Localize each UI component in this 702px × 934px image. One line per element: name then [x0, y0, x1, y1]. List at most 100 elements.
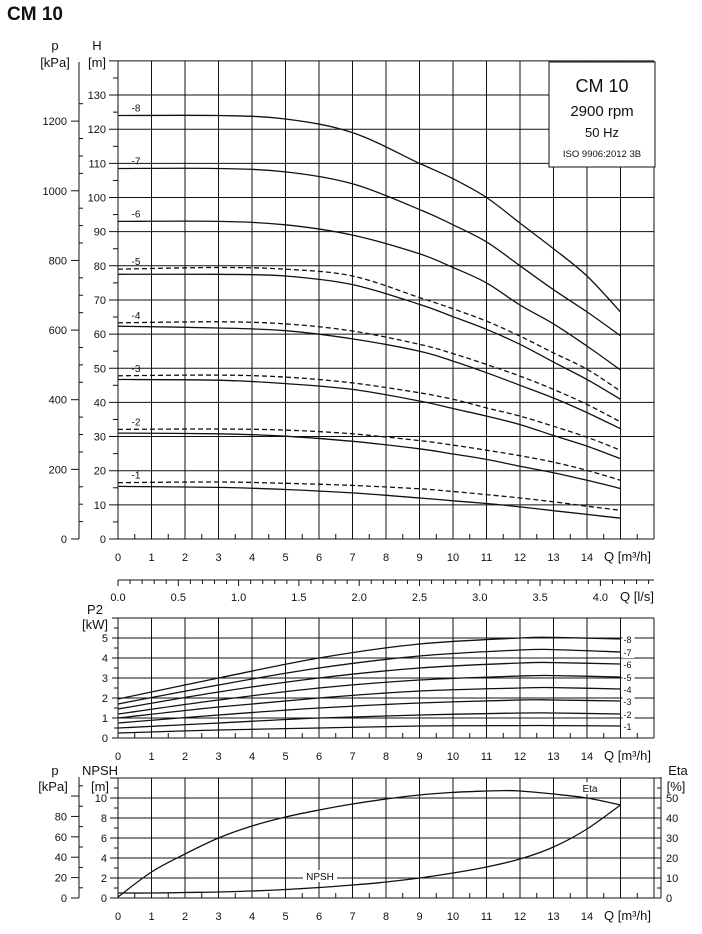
x-axis-label: Q [m³/h] — [604, 748, 651, 763]
x-tick-label: 10 — [447, 911, 459, 923]
curve-label-background — [303, 870, 337, 882]
lps-tick-label: 0.0 — [110, 592, 125, 604]
lps-tick-label: 1.5 — [291, 592, 306, 604]
lps-axis-label: Q [l/s] — [620, 589, 654, 604]
x-axis-label: Q [m³/h] — [604, 908, 651, 923]
y-tick-label: 30 — [94, 432, 106, 444]
x-tick-label: 1 — [148, 552, 154, 564]
x-tick-label: 2 — [182, 911, 188, 923]
curve-label: -7 — [132, 156, 141, 167]
npsh-curve — [117, 804, 621, 894]
kpa-tick-label: 800 — [49, 255, 67, 267]
kpa-tick-label: 60 — [55, 832, 67, 844]
curve-label: -1 — [132, 471, 141, 482]
x-tick-label: 9 — [416, 751, 422, 763]
legend-speed: 2900 rpm — [570, 103, 633, 120]
eta-tick-label: 40 — [666, 813, 678, 825]
x-tick-label: 9 — [416, 552, 422, 564]
y-axis-label: H — [92, 38, 101, 53]
y-tick-label: 110 — [88, 158, 106, 170]
x-tick-label: 13 — [547, 552, 559, 564]
y2-axis-unit: [kPa] — [40, 55, 70, 70]
power-curve — [117, 636, 621, 700]
curve-label-background — [578, 782, 602, 794]
x-tick-label: 7 — [349, 552, 355, 564]
legend-box — [548, 61, 656, 168]
power-curve — [117, 686, 621, 719]
kpa-tick-label: 400 — [49, 395, 67, 407]
eta-curve-label: Eta — [582, 784, 597, 795]
x-tick-label: 11 — [481, 751, 492, 763]
y-axis-unit: [m] — [91, 779, 109, 794]
head-curve-stage3-dashed — [117, 374, 621, 451]
curve-label-background — [622, 647, 635, 658]
head-curve-stage1-dashed — [117, 481, 621, 511]
power-curve — [117, 724, 621, 734]
x-tick-label: 6 — [316, 552, 322, 564]
power-curve — [117, 699, 621, 724]
kpa-tick-label: 20 — [55, 873, 67, 885]
curve-label-background — [622, 709, 635, 720]
x-tick-label: 14 — [581, 911, 593, 923]
y-tick-label: 4 — [101, 853, 107, 865]
y3-axis-unit: [%] — [667, 779, 686, 794]
y-tick-label: 70 — [94, 295, 106, 307]
head-curve-stage5-dashed — [117, 266, 621, 392]
y-tick-label: 120 — [88, 124, 106, 136]
lps-tick-label: 3.5 — [532, 592, 547, 604]
curve-label-background — [622, 696, 635, 707]
curve-label-background — [622, 672, 635, 683]
y-tick-label: 80 — [94, 261, 106, 273]
head-curve-stage1-solid — [117, 485, 621, 519]
x-tick-label: 2 — [182, 751, 188, 763]
y-axis-label: NPSH — [82, 763, 118, 778]
y-tick-label: 20 — [94, 466, 106, 478]
y-tick-label: 40 — [94, 397, 106, 409]
legend-model: CM 10 — [575, 76, 628, 96]
x-tick-label: 2 — [182, 552, 188, 564]
x-tick-label: 0 — [115, 552, 121, 564]
lps-tick-label: 4.0 — [593, 592, 608, 604]
kpa-tick-label: 0 — [61, 893, 67, 905]
x-tick-label: 12 — [514, 751, 526, 763]
y-tick-label: 10 — [95, 793, 107, 805]
x-tick-label: 8 — [383, 751, 389, 763]
curve-label-background — [622, 659, 635, 670]
head-curve-stage4-solid — [117, 325, 621, 430]
kpa-tick-label: 1000 — [43, 186, 67, 198]
head-curve-stage2-dashed — [117, 428, 621, 481]
y2-axis-label: p — [51, 763, 58, 778]
power-curve — [117, 661, 621, 710]
y-tick-label: 2 — [102, 693, 108, 705]
x-tick-label: 9 — [416, 911, 422, 923]
head-curve-stage4-dashed — [117, 321, 621, 423]
lps-tick-label: 0.5 — [171, 592, 186, 604]
y2-axis-label: p — [51, 38, 58, 53]
x-tick-label: 13 — [547, 751, 559, 763]
x-tick-label: 5 — [282, 911, 288, 923]
y-tick-label: 8 — [101, 813, 107, 825]
curve-label: -8 — [132, 104, 141, 115]
kpa-tick-label: 80 — [55, 811, 67, 823]
x-tick-label: 4 — [249, 751, 255, 763]
x-tick-label: 3 — [215, 911, 221, 923]
x-tick-label: 11 — [481, 552, 492, 564]
curve-label: -5 — [624, 673, 632, 683]
kpa-tick-label: 0 — [61, 534, 67, 546]
x-tick-label: 4 — [249, 911, 255, 923]
curve-label: -2 — [132, 417, 141, 428]
curve-label: -6 — [132, 209, 141, 220]
x-tick-label: 13 — [547, 911, 559, 923]
lps-tick-label: 1.0 — [231, 592, 246, 604]
x-tick-label: 1 — [148, 751, 154, 763]
x-tick-label: 6 — [316, 751, 322, 763]
kpa-tick-label: 40 — [55, 852, 67, 864]
y-tick-label: 60 — [94, 329, 106, 341]
y-tick-label: 100 — [88, 193, 106, 205]
head-curve-stage2-solid — [117, 432, 621, 490]
curve-label: -3 — [132, 364, 141, 375]
head-curve-stage8-solid — [117, 114, 621, 313]
x-tick-label: 10 — [447, 751, 459, 763]
legend-standard: ISO 9906:2012 3B — [563, 149, 641, 160]
x-tick-label: 7 — [349, 751, 355, 763]
